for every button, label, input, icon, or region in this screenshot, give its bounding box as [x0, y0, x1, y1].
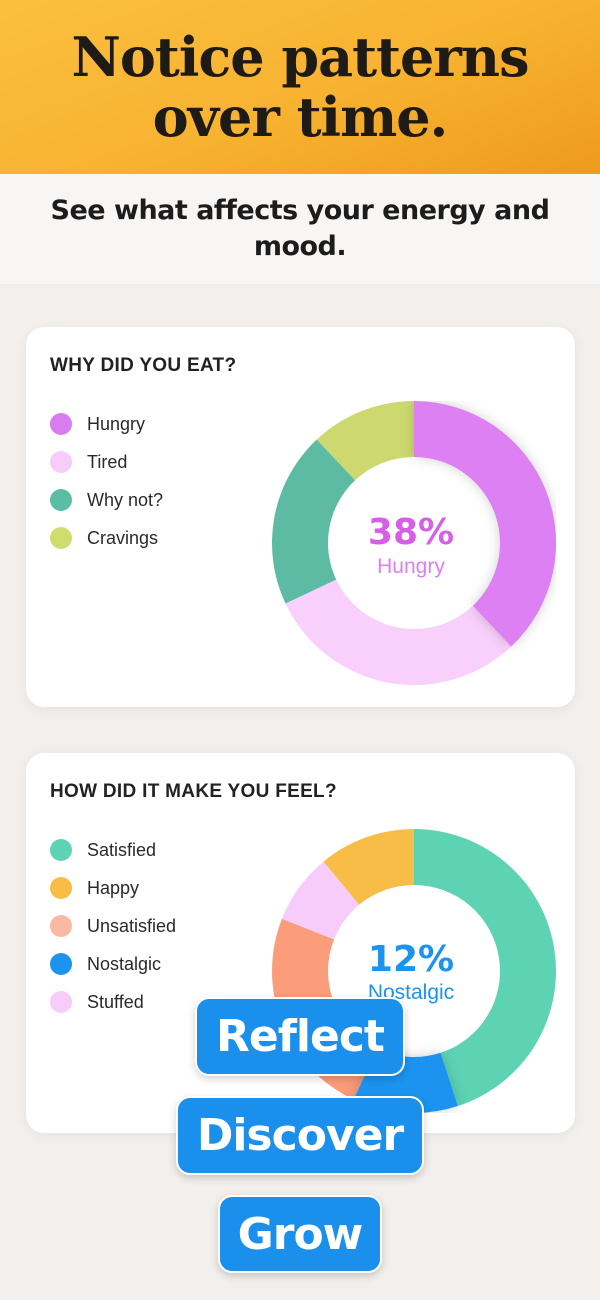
donut-slice-tired — [285, 579, 512, 685]
legend-item-why-not: Why not? — [50, 481, 163, 519]
legend-item-satisfied: Satisfied — [50, 831, 176, 869]
donut-slice-happy — [323, 829, 414, 905]
legend-dot — [50, 953, 72, 975]
why-eat-card: WHY DID YOU EAT? Hungry Tired Why not? C… — [26, 327, 575, 707]
legend-item-cravings: Cravings — [50, 519, 163, 557]
feel-legend: Satisfied Happy Unsatisfied Nostalgic St… — [50, 831, 176, 1021]
grow-button[interactable]: Grow — [218, 1195, 382, 1273]
subtitle-line1: See what affects your energy and — [50, 195, 550, 226]
legend-item-nostalgic: Nostalgic — [50, 945, 176, 983]
legend-dot — [50, 991, 72, 1013]
hero-title: Notice patterns over time. — [71, 25, 530, 149]
hero-title-line1: Notice patterns — [71, 25, 530, 89]
legend-label: Why not? — [87, 489, 164, 510]
hero-title-line2: over time. — [152, 85, 449, 149]
why-eat-title: WHY DID YOU EAT? — [50, 355, 237, 376]
donut-slice-why-not — [272, 439, 356, 604]
legend-item-tired: Tired — [50, 443, 163, 481]
legend-dot — [50, 413, 72, 435]
legend-item-stuffed: Stuffed — [50, 983, 176, 1021]
donut-slice-stuffed — [281, 861, 360, 940]
legend-label: Unsatisfied — [87, 915, 177, 936]
legend-dot — [50, 451, 72, 473]
legend-dot — [50, 915, 72, 937]
feel-center-value: 12% — [367, 939, 455, 980]
legend-dot — [50, 877, 72, 899]
hero-banner: Notice patterns over time. — [0, 0, 600, 174]
legend-label: Stuffed — [87, 991, 144, 1012]
feel-title: HOW DID IT MAKE YOU FEEL? — [50, 781, 337, 802]
legend-label: Happy — [87, 877, 140, 898]
discover-button[interactable]: Discover — [176, 1096, 424, 1175]
donut-slice-hungry — [414, 401, 556, 647]
legend-item-happy: Happy — [50, 869, 176, 907]
why-eat-center-label: Hungry — [377, 555, 445, 578]
donut-slice-satisfied — [414, 829, 556, 1107]
legend-label: Nostalgic — [87, 953, 162, 974]
legend-item-unsatisfied: Unsatisfied — [50, 907, 176, 945]
subtitle-line2: mood. — [253, 231, 347, 262]
why-eat-legend: Hungry Tired Why not? Cravings — [50, 405, 163, 557]
legend-item-hungry: Hungry — [50, 405, 163, 443]
reflect-button[interactable]: Reflect — [195, 997, 405, 1076]
subtitle-bar: See what affects your energy and mood. — [0, 174, 600, 284]
legend-label: Tired — [87, 451, 128, 472]
why-eat-center-value: 38% — [367, 512, 455, 553]
subtitle: See what affects your energy and mood. — [40, 193, 560, 265]
feel-card: HOW DID IT MAKE YOU FEEL? Satisfied Happ… — [26, 753, 575, 1133]
legend-dot — [50, 839, 72, 861]
why-eat-donut-chart — [272, 401, 556, 685]
legend-dot — [50, 489, 72, 511]
legend-label: Hungry — [87, 413, 146, 434]
legend-label: Cravings — [87, 527, 159, 548]
donut-slice-cravings — [316, 401, 414, 481]
legend-dot — [50, 527, 72, 549]
legend-label: Satisfied — [87, 839, 157, 860]
